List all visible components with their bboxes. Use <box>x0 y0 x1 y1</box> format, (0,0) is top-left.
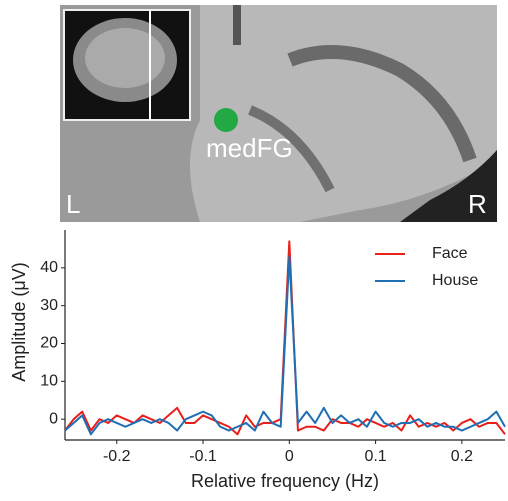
y-tick-label: 10 <box>40 373 58 390</box>
series-line <box>64 255 506 436</box>
region-label: medFG <box>206 133 293 163</box>
x-tick-label: 0 <box>285 448 294 465</box>
right-label: R <box>468 189 487 219</box>
x-tick-label: 0.2 <box>451 448 473 465</box>
sulcus <box>248 105 335 193</box>
chart: Amplitude (μV) Relative frequency (Hz) 0… <box>9 230 506 491</box>
dark-region <box>400 150 497 222</box>
left-label: L <box>66 189 80 219</box>
x-tick-label: -0.1 <box>189 448 217 465</box>
x-axis-label: Relative frequency (Hz) <box>191 471 379 491</box>
tissue <box>190 5 497 222</box>
brain-image: medFG L R <box>60 5 497 222</box>
region-marker <box>214 108 238 132</box>
sulcus <box>287 45 477 163</box>
legend-label: House <box>432 272 478 289</box>
y-tick-label: 40 <box>40 259 58 276</box>
y-axis-label: Amplitude (μV) <box>9 262 29 381</box>
x-tick-label: 0.1 <box>364 448 386 465</box>
inset-cortex <box>85 28 165 88</box>
y-tick-label: 30 <box>40 297 58 314</box>
x-tick-label: -0.2 <box>103 448 131 465</box>
legend-label: Face <box>432 245 468 262</box>
y-tick-label: 20 <box>40 335 58 352</box>
y-tick-label: 0 <box>49 410 58 427</box>
